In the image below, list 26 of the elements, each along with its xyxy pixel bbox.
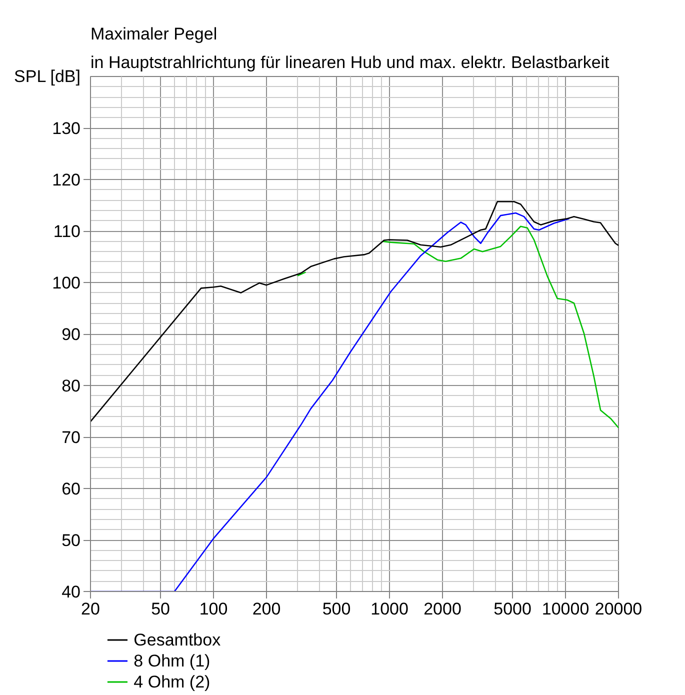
x-tick-label: 100	[199, 600, 228, 618]
chart-subtitle: in Hauptstrahlrichtung für linearen Hub und max. elektr. Belastbarkeit	[90, 53, 610, 72]
x-tick-label: 10000	[542, 600, 590, 618]
chart-title: Maximaler Pegel	[90, 24, 218, 44]
y-tick-label: 100	[52, 274, 81, 292]
y-tick-label: 90	[62, 325, 81, 344]
y-tick-label: 40	[62, 582, 81, 602]
y-tick-label: 60	[62, 480, 81, 498]
x-tick-label: 5000	[494, 600, 532, 618]
x-tick-label: 200	[252, 600, 281, 618]
y-tick-label: 120	[52, 170, 81, 190]
legend-label: 8 Ohm (1)	[134, 652, 210, 670]
x-tick-label: 50	[151, 600, 170, 618]
legend-label: 4 Ohm (2)	[134, 672, 210, 692]
x-tick-label: 20000	[594, 600, 642, 618]
y-tick-label: 130	[52, 119, 81, 138]
y-tick-label: 80	[62, 376, 81, 396]
x-tick-label: 1000	[370, 600, 408, 618]
legend-label: Gesamtbox	[134, 630, 222, 650]
y-axis-title: SPL [dB]	[14, 67, 81, 86]
x-tick-label: 20	[81, 600, 100, 618]
y-tick-label: 110	[53, 222, 81, 241]
y-tick-label: 70	[62, 428, 81, 447]
x-tick-label: 500	[322, 600, 351, 618]
y-tick-label: 50	[62, 531, 81, 550]
x-tick-label: 2000	[424, 600, 462, 618]
